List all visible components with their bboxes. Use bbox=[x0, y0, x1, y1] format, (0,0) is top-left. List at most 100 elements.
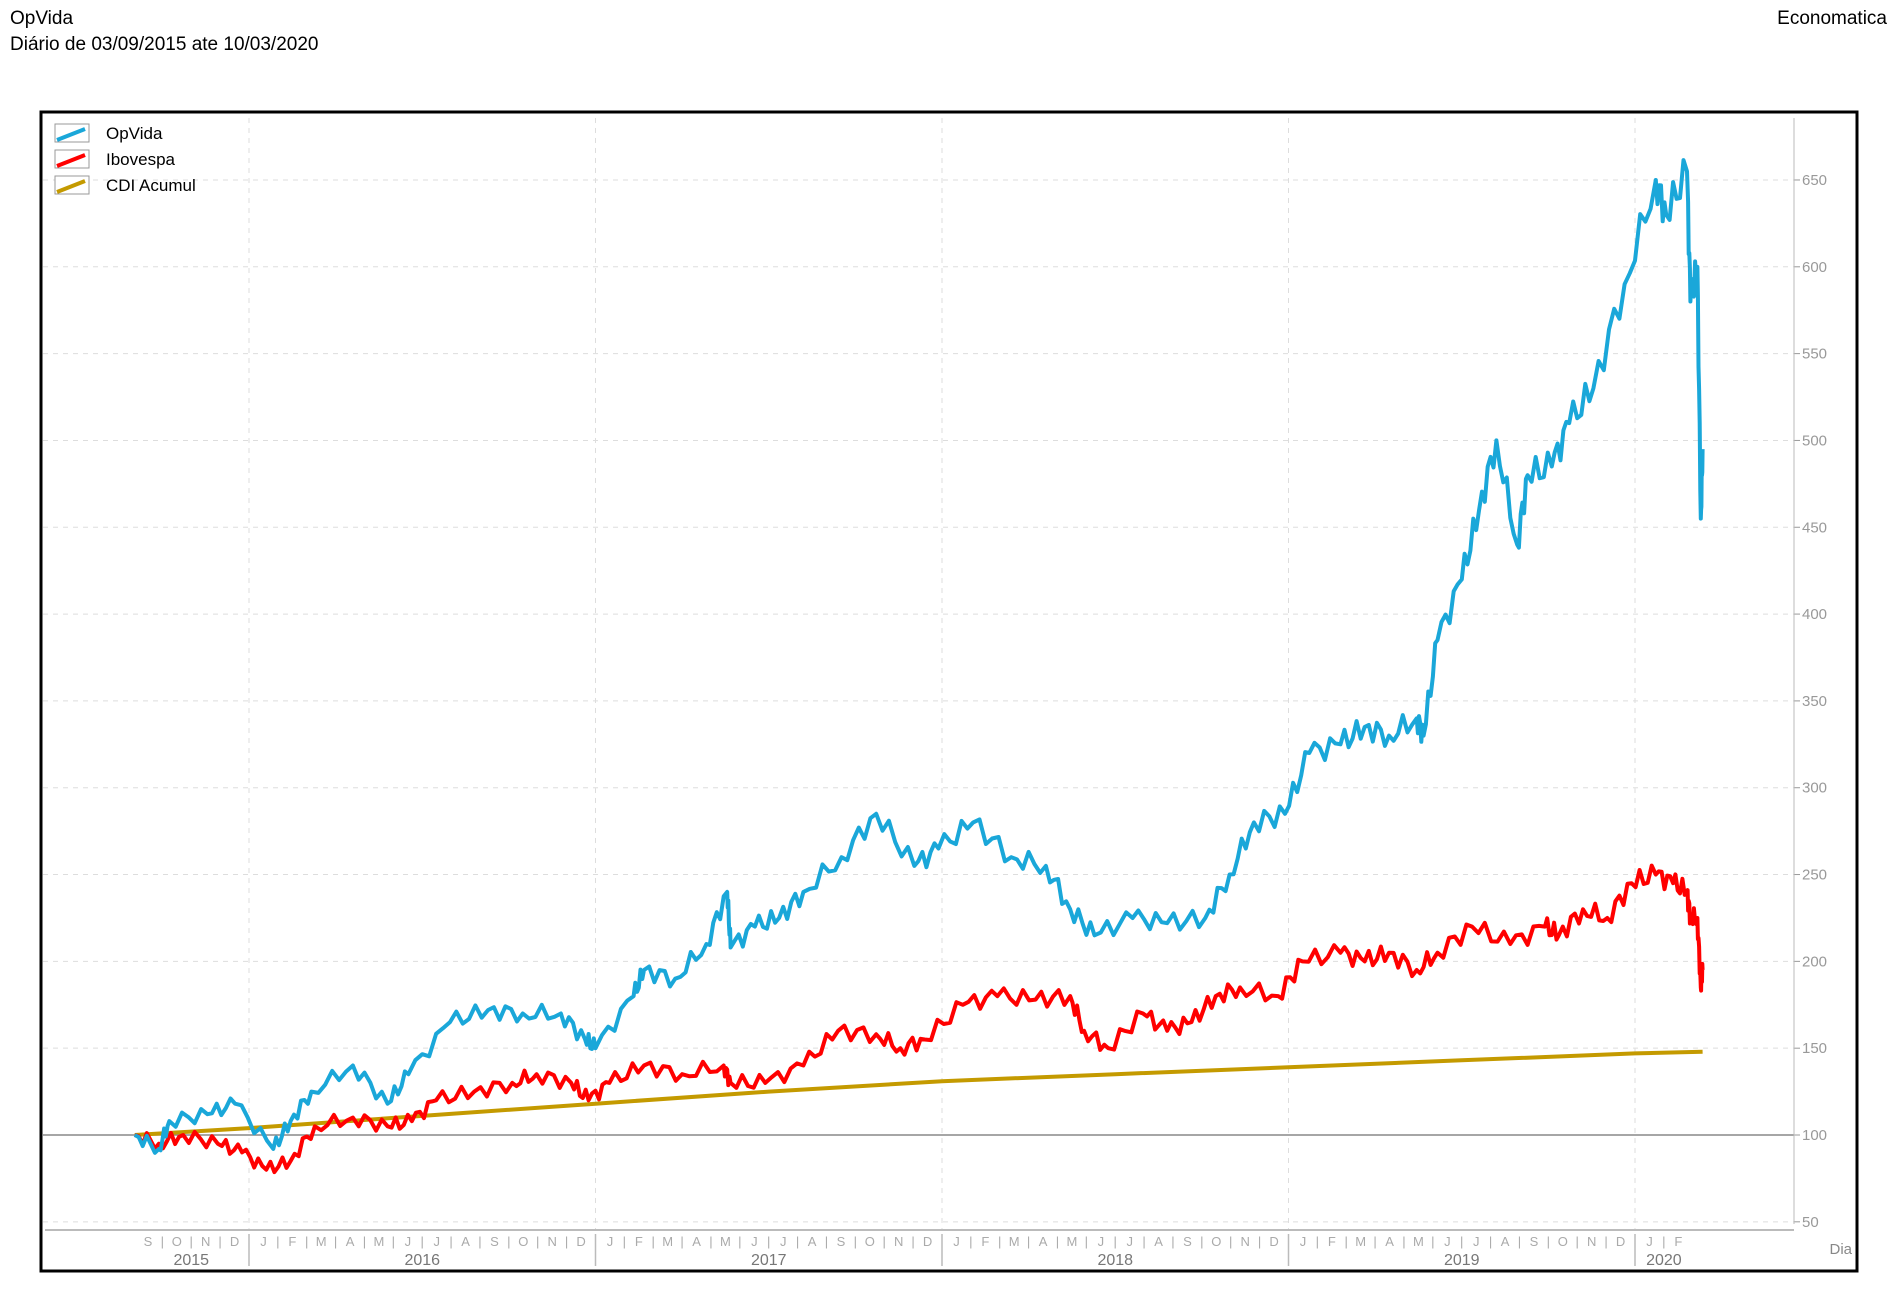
x-month-separator: | bbox=[738, 1234, 741, 1249]
series-line-ibovespa bbox=[134, 863, 1705, 1175]
legend: OpVida Ibovespa CDI Acumul bbox=[54, 123, 196, 195]
x-month-label: A bbox=[692, 1234, 701, 1249]
x-month-label: D bbox=[576, 1234, 585, 1249]
x-month-separator: | bbox=[1258, 1234, 1261, 1249]
x-month-separator: | bbox=[854, 1234, 857, 1249]
x-month-label: N bbox=[1587, 1234, 1596, 1249]
series-line-opvida bbox=[133, 158, 1705, 1155]
x-month-separator: | bbox=[478, 1234, 481, 1249]
x-month-label: F bbox=[981, 1234, 989, 1249]
y-tick-label: 600 bbox=[1802, 259, 1827, 276]
legend-item: OpVida bbox=[54, 123, 163, 143]
y-tick-label: 250 bbox=[1802, 867, 1827, 884]
y-tick-label: 550 bbox=[1802, 346, 1827, 363]
x-month-label: J bbox=[433, 1234, 440, 1249]
x-month-label: F bbox=[635, 1234, 643, 1249]
x-month-separator: | bbox=[1547, 1234, 1550, 1249]
x-month-label: O bbox=[172, 1234, 182, 1249]
x-month-label: J bbox=[1098, 1234, 1105, 1249]
x-month-separator: | bbox=[1431, 1234, 1434, 1249]
x-month-separator: | bbox=[767, 1234, 770, 1249]
x-month-separator: | bbox=[652, 1234, 655, 1249]
x-month-separator: | bbox=[825, 1234, 828, 1249]
y-tick-label: 500 bbox=[1802, 432, 1827, 449]
x-month-label: F bbox=[288, 1234, 296, 1249]
x-month-separator: | bbox=[998, 1234, 1001, 1249]
y-tick-label: 100 bbox=[1802, 1127, 1827, 1144]
x-month-label: J bbox=[1473, 1234, 1480, 1249]
x-month-label: J bbox=[751, 1234, 758, 1249]
x-year-label: 2015 bbox=[173, 1252, 209, 1269]
x-month-label: S bbox=[1530, 1234, 1539, 1249]
x-month-label: N bbox=[547, 1234, 556, 1249]
y-tick-label: 200 bbox=[1802, 953, 1827, 970]
x-month-separator: | bbox=[680, 1234, 683, 1249]
x-month-label: N bbox=[1240, 1234, 1249, 1249]
x-month-label: O bbox=[1558, 1234, 1568, 1249]
x-month-separator: | bbox=[276, 1234, 279, 1249]
x-year-label: 2018 bbox=[1097, 1252, 1133, 1269]
x-month-separator: | bbox=[1576, 1234, 1579, 1249]
x-month-label: J bbox=[1300, 1234, 1307, 1249]
x-month-label: J bbox=[1444, 1234, 1451, 1249]
x-year-label: 2017 bbox=[751, 1252, 787, 1269]
x-month-label: O bbox=[865, 1234, 875, 1249]
x-month-label: D bbox=[230, 1234, 239, 1249]
y-tick-label: 400 bbox=[1802, 606, 1827, 623]
x-month-separator: | bbox=[1518, 1234, 1521, 1249]
chart-subtitle: Diário de 03/09/2015 ate 10/03/2020 bbox=[10, 34, 319, 55]
x-month-separator: | bbox=[1316, 1234, 1319, 1249]
legend-swatch-line bbox=[56, 179, 86, 194]
x-month-separator: | bbox=[507, 1234, 510, 1249]
x-month-label: A bbox=[1385, 1234, 1394, 1249]
legend-item: CDI Acumul bbox=[54, 175, 196, 195]
x-month-separator: | bbox=[1171, 1234, 1174, 1249]
series-line-cdi-acumul bbox=[134, 1049, 1703, 1137]
y-tick-label: 50 bbox=[1802, 1214, 1819, 1231]
plot-frame bbox=[39, 110, 1859, 1273]
x-month-separator: | bbox=[1200, 1234, 1203, 1249]
x-month-label: M bbox=[1413, 1234, 1424, 1249]
x-month-label: J bbox=[1646, 1234, 1653, 1249]
x-year-label: 2019 bbox=[1444, 1252, 1480, 1269]
x-month-separator: | bbox=[218, 1234, 221, 1249]
x-month-label: A bbox=[346, 1234, 355, 1249]
x-month-label: A bbox=[808, 1234, 817, 1249]
x-month-separator: | bbox=[796, 1234, 799, 1249]
x-month-separator: | bbox=[1114, 1234, 1117, 1249]
x-month-separator: | bbox=[190, 1234, 193, 1249]
x-month-label: S bbox=[837, 1234, 846, 1249]
x-month-label: J bbox=[1126, 1234, 1133, 1249]
x-month-label: J bbox=[260, 1234, 267, 1249]
x-month-label: O bbox=[1211, 1234, 1221, 1249]
legend-item: Ibovespa bbox=[54, 149, 176, 169]
x-month-separator: | bbox=[363, 1234, 366, 1249]
x-month-label: M bbox=[1355, 1234, 1366, 1249]
x-month-separator: | bbox=[1489, 1234, 1492, 1249]
x-month-label: N bbox=[201, 1234, 210, 1249]
x-year-label: 2020 bbox=[1646, 1252, 1682, 1269]
x-month-separator: | bbox=[421, 1234, 424, 1249]
source-label: Economatica bbox=[1777, 8, 1887, 29]
y-tick-label: 150 bbox=[1802, 1040, 1827, 1057]
legend-swatch-line bbox=[56, 127, 86, 142]
x-month-separator: | bbox=[536, 1234, 539, 1249]
x-month-label: S bbox=[490, 1234, 499, 1249]
x-month-separator: | bbox=[1085, 1234, 1088, 1249]
x-month-label: M bbox=[1067, 1234, 1078, 1249]
x-month-separator: | bbox=[1142, 1234, 1145, 1249]
x-month-separator: | bbox=[161, 1234, 164, 1249]
x-month-label: M bbox=[662, 1234, 673, 1249]
x-month-separator: | bbox=[1604, 1234, 1607, 1249]
x-month-separator: | bbox=[305, 1234, 308, 1249]
x-month-separator: | bbox=[1056, 1234, 1059, 1249]
x-year-label: 2016 bbox=[404, 1252, 440, 1269]
x-month-label: D bbox=[923, 1234, 932, 1249]
y-tick-label: 300 bbox=[1802, 780, 1827, 797]
x-month-label: J bbox=[953, 1234, 960, 1249]
x-month-separator: | bbox=[911, 1234, 914, 1249]
legend-label: CDI Acumul bbox=[106, 176, 196, 195]
x-month-label: D bbox=[1616, 1234, 1625, 1249]
x-month-label: M bbox=[720, 1234, 731, 1249]
